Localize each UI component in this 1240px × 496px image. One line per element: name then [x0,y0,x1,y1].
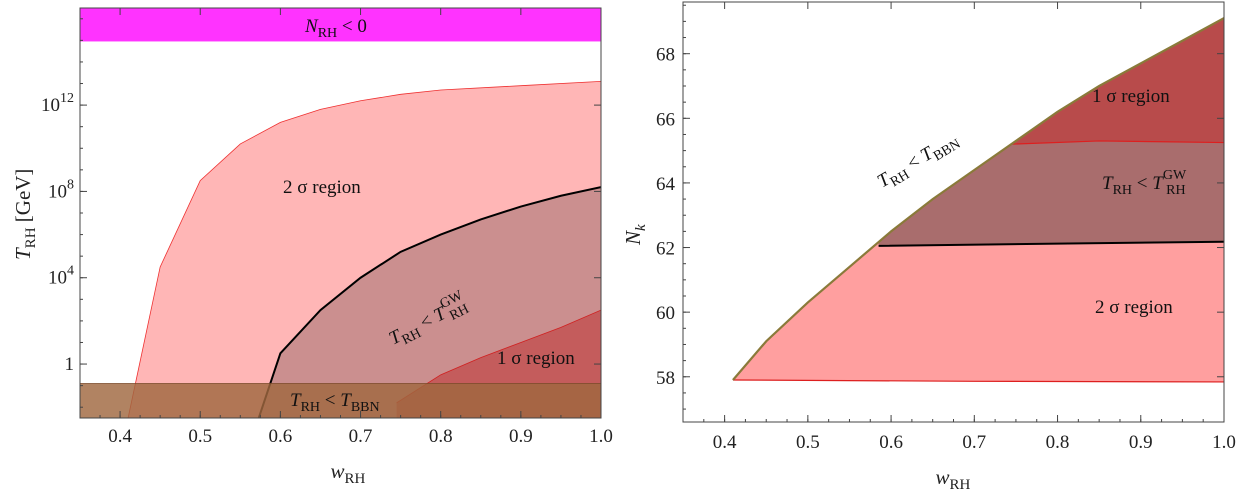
y-tick-label: 1 [65,354,75,375]
x-tick-label: 0.9 [1129,432,1153,453]
nrh-negative-band [80,8,601,42]
y-tick-label: 1012 [41,91,74,116]
left-chart: NRH < 0 TRH < TBBN 2 σ region 1 σ region TRH… [11,7,613,487]
x-tick-label: 0.4 [713,432,737,453]
two-sigma-lower-line [732,379,1224,383]
y-tick-label: 66 [656,109,675,130]
two-sigma-boundary [127,80,601,418]
x-tick-label: 0.6 [269,426,293,447]
x-tick-label: 0.7 [962,432,986,453]
bbn-label: TRH < TBBN [874,128,964,196]
one-sigma-label: 1 σ region [497,348,575,369]
y-axis-label: TRH [GeV] [11,169,39,260]
bbn-label: TRH < TBBN [290,390,380,415]
y-tick-label: 104 [48,264,74,289]
y-tick-label: 64 [656,174,676,195]
one-sigma-lower-line [1011,140,1224,145]
plot-area [732,17,1224,383]
y-tick-label: 60 [656,303,675,324]
right-chart: 1 σ region 2 σ region TRH < TGW RH TRH < TBB… [621,1,1236,493]
two-sigma-label: 2 σ region [1095,297,1173,318]
one-sigma-boundary [396,309,601,404]
plot-area [80,8,601,418]
x-axis-label: wRH [331,459,366,487]
gw-lower-line [878,240,1224,247]
bbn-band [80,383,601,418]
x-tick-label: 0.5 [188,426,212,447]
y-tick-label: 68 [656,45,675,66]
x-tick-label: 0.6 [879,432,903,453]
y-tick-label: 58 [656,368,675,389]
x-tick-label: 0.8 [1046,432,1070,453]
x-tick-label: 0.7 [349,426,373,447]
y-tick-label: 62 [656,239,675,260]
x-tick-label: 1.0 [1212,432,1236,453]
x-tick-label: 0.8 [429,426,453,447]
x-tick-label: 1.0 [589,426,613,447]
x-axis-label: wRH [936,465,971,493]
gw-boundary-line [257,186,601,418]
bbn-boundary-line [732,17,1224,381]
x-tick-label: 0.4 [108,426,132,447]
y-axis-label: Nk [621,224,649,246]
x-tick-label: 0.5 [796,432,820,453]
y-tick-label: 108 [48,177,74,202]
x-tick-label: 0.9 [509,426,533,447]
one-sigma-region [1011,18,1224,145]
nrh-label: NRH < 0 [304,16,367,41]
one-sigma-label: 1 σ region [1092,86,1170,107]
two-sigma-label: 2 σ region [283,177,361,198]
